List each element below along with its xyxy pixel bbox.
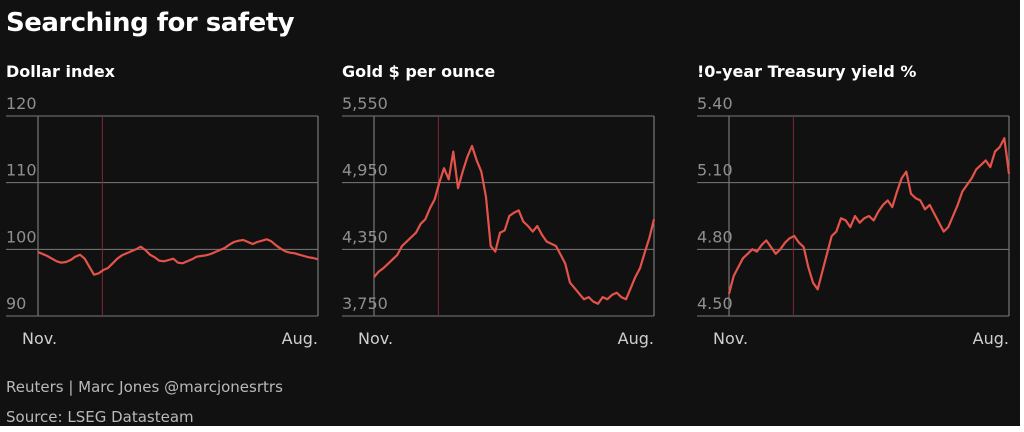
y-tick-label: 90	[6, 294, 26, 313]
treasury-yield-plot: 4.50 4.80 5.10 5.40 Nov. Aug.	[697, 94, 1011, 348]
series-line	[727, 137, 1011, 295]
x-tick-label: Nov.	[713, 329, 748, 348]
x-tick-label: Nov.	[22, 329, 57, 348]
y-tick-label: 100	[6, 227, 37, 246]
treasury-yield-chart: !0-year Treasury yield % 4.50 4.80 5.10 5.4…	[697, 58, 1024, 358]
dollar-index-chart: Dollar index 90 100 110 120 Nov. Aug.	[6, 58, 336, 358]
credit-line: Reuters | Marc Jones @marcjonesrtrs	[6, 378, 283, 396]
source-line: Source: LSEG Datasteam	[6, 408, 194, 426]
chart-title: Gold $ per ounce	[342, 62, 496, 81]
y-tick-label: 4.80	[697, 227, 733, 246]
gold-price-plot: 3,750 4,350 4,950 5,550 Nov. Aug.	[342, 94, 656, 348]
series-line	[37, 238, 319, 276]
y-tick-label: 120	[6, 94, 37, 113]
chart-title: !0-year Treasury yield %	[697, 62, 917, 81]
y-tick-label: 5,550	[342, 94, 388, 113]
y-tick-label: 5.40	[697, 94, 733, 113]
x-tick-label: Nov.	[358, 329, 393, 348]
chart-title: Dollar index	[6, 62, 115, 81]
y-tick-label: 4,950	[342, 161, 388, 180]
x-tick-label: Aug.	[973, 329, 1009, 348]
x-tick-label: Aug.	[618, 329, 654, 348]
y-tick-label: 3,750	[342, 294, 388, 313]
y-tick-label: 110	[6, 161, 37, 180]
gold-price-chart: Gold $ per ounce 3,750 4,350 4,950 5,550 Nov…	[342, 58, 672, 358]
y-tick-label: 5.10	[697, 161, 733, 180]
dollar-index-plot: 90 100 110 120 Nov. Aug.	[6, 94, 319, 348]
y-tick-label: 4.50	[697, 294, 733, 313]
page-title: Searching for safety	[6, 8, 295, 38]
x-tick-label: Aug.	[282, 329, 318, 348]
y-tick-label: 4,350	[342, 227, 388, 246]
series-line	[373, 144, 656, 305]
